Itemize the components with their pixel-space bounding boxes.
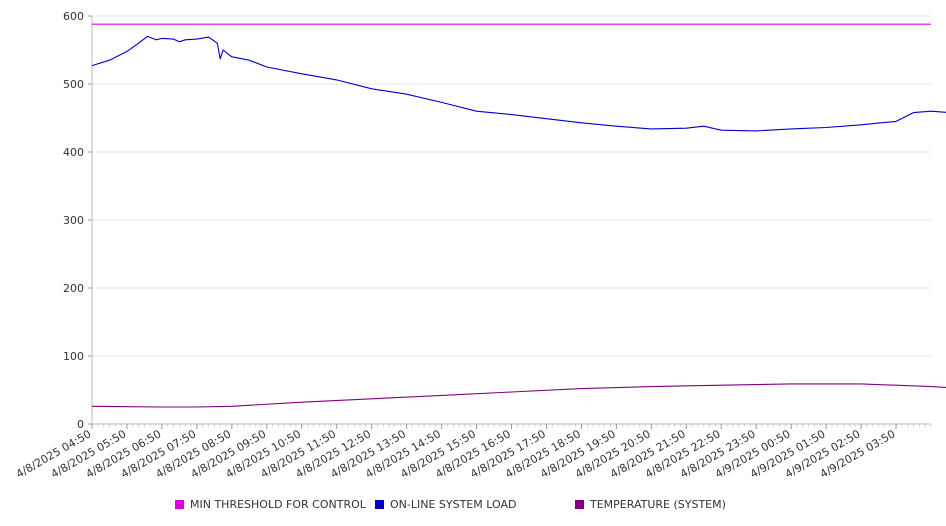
y-tick-label: 500 [63, 78, 84, 91]
legend-label-system-load: ON-LINE SYSTEM LOAD [390, 498, 517, 511]
y-tick-label: 600 [63, 10, 84, 23]
y-tick-label: 200 [63, 282, 84, 295]
legend-label-min-threshold: MIN THRESHOLD FOR CONTROL [190, 498, 366, 511]
y-tick-label: 100 [63, 350, 84, 363]
legend: MIN THRESHOLD FOR CONTROL ON-LINE SYSTEM… [0, 498, 946, 514]
legend-label-temperature: TEMPERATURE (SYSTEM) [590, 498, 726, 511]
legend-item-temperature[interactable]: TEMPERATURE (SYSTEM) [575, 498, 726, 511]
legend-swatch-system-load [375, 500, 384, 509]
y-tick-label: 300 [63, 214, 84, 227]
series-line-2 [91, 383, 946, 408]
series-line-1 [91, 35, 946, 132]
legend-item-system-load[interactable]: ON-LINE SYSTEM LOAD [375, 498, 516, 511]
y-tick-label: 400 [63, 146, 84, 159]
y-tick-label: 0 [77, 418, 84, 431]
legend-swatch-temperature [575, 500, 584, 509]
legend-swatch-min-threshold [175, 500, 184, 509]
legend-item-min-threshold[interactable]: MIN THRESHOLD FOR CONTROL [175, 498, 366, 511]
